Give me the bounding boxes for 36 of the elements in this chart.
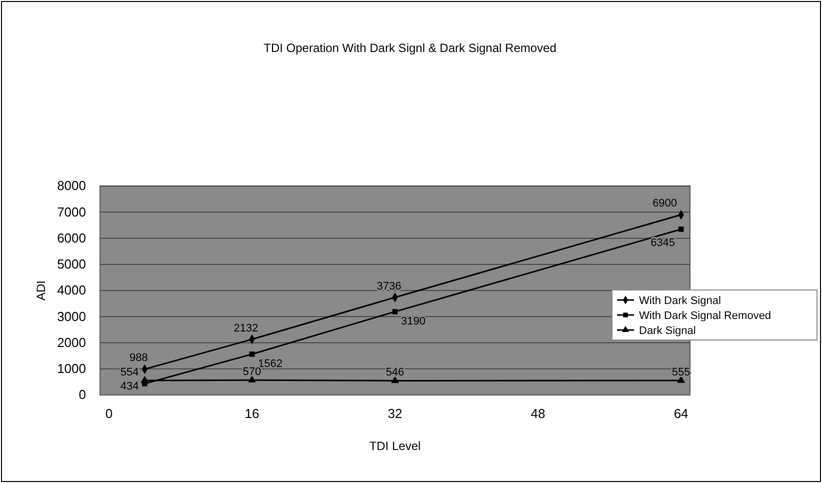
legend-label: Dark Signal xyxy=(639,325,696,337)
y-tick-label: 0 xyxy=(78,387,86,402)
data-label: 6345 xyxy=(650,237,676,250)
data-label: 6900 xyxy=(652,198,678,210)
data-label: 554 xyxy=(120,366,139,379)
y-tick-label: 6000 xyxy=(57,230,86,246)
y-tick-label: 4000 xyxy=(57,282,86,298)
x-tick-label: 64 xyxy=(674,406,688,422)
point xyxy=(249,352,255,357)
legend-label: With Dark Signal Removed xyxy=(639,310,772,322)
point xyxy=(390,376,400,384)
data-label: 2132 xyxy=(234,322,258,334)
x-tick-label: 48 xyxy=(530,406,546,422)
legend-label: With Dark Signal xyxy=(639,295,721,307)
point xyxy=(678,226,684,232)
x-tick-label: 0 xyxy=(105,406,113,422)
y-axis-title: ADI xyxy=(34,280,48,301)
chart-title: TDI Operation With Dark Signl & Dark Signal Removed xyxy=(264,41,556,55)
point xyxy=(140,376,149,383)
y-tick-label: 2000 xyxy=(57,334,86,350)
x-axis-title: TDI Level xyxy=(369,439,421,453)
data-label: 434 xyxy=(120,380,139,393)
data-label: 555 xyxy=(672,366,690,378)
y-tick-label: 3000 xyxy=(57,308,86,324)
point xyxy=(392,309,398,314)
x-tick-label: 16 xyxy=(244,406,260,422)
data-label: 570 xyxy=(242,366,262,378)
y-tick-label: 8000 xyxy=(57,178,86,194)
y-tick-label: 5000 xyxy=(57,256,86,272)
data-label: 3190 xyxy=(401,316,426,328)
data-label: 3736 xyxy=(376,280,402,292)
data-label: 988 xyxy=(130,352,148,364)
y-tick-label: 1000 xyxy=(57,361,86,376)
data-label: 546 xyxy=(386,366,404,379)
x-tick-label: 32 xyxy=(388,406,402,422)
y-tick-label: 7000 xyxy=(57,204,86,220)
